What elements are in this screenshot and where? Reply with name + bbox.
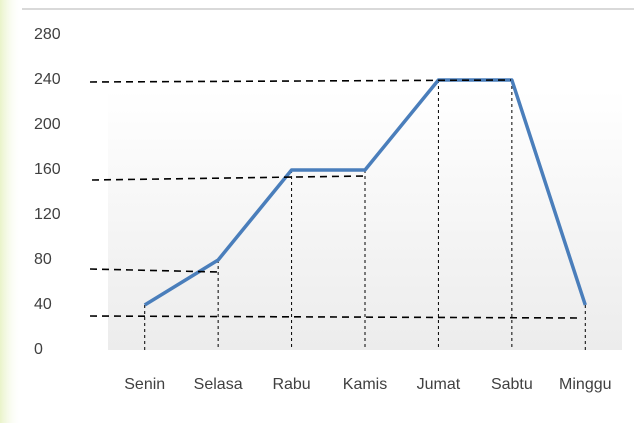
edge-strip [0, 0, 22, 423]
annotation-line [89, 315, 581, 319]
x-tick-label: Kamis [343, 376, 387, 393]
annotation-line [89, 268, 219, 273]
y-tick-label: 240 [34, 71, 61, 88]
x-tick-label: Rabu [272, 376, 310, 393]
x-tick-label: Jumat [417, 376, 461, 393]
y-tick-label: 40 [34, 296, 52, 313]
x-tick-label: Selasa [194, 376, 243, 393]
y-tick-label: 160 [34, 161, 61, 178]
y-tick-label: 200 [34, 116, 61, 133]
x-tick-label: Minggu [559, 376, 611, 393]
y-tick-label: 280 [34, 26, 61, 43]
x-tick-label: Sabtu [491, 376, 533, 393]
y-tick-label: 0 [34, 341, 43, 358]
x-tick-label: Senin [124, 376, 165, 393]
series-line [143, 78, 587, 307]
y-tick-label: 80 [34, 251, 52, 268]
y-tick-label: 120 [34, 206, 61, 223]
frame-top [22, 8, 634, 10]
annotation-line [89, 79, 512, 83]
annotation-line [91, 175, 366, 181]
